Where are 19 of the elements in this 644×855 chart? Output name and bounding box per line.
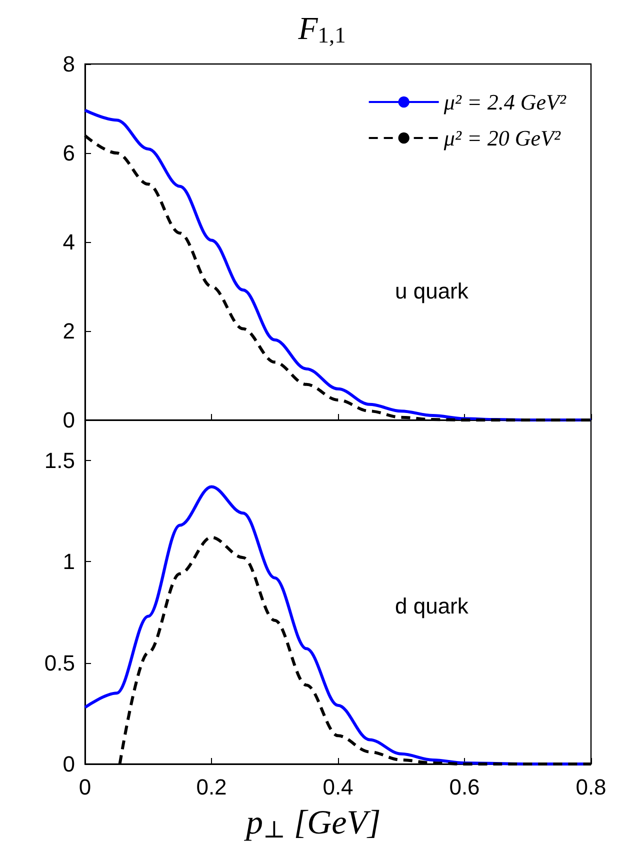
legend-label: μ² = 20 GeV² — [442, 126, 561, 150]
y-tick-label: 0.5 — [44, 650, 75, 676]
x-tick-label: 0 — [78, 774, 92, 800]
x-tick-label: 0.6 — [449, 774, 480, 800]
x-tick-label: 0.4 — [322, 774, 354, 800]
y-tick-label: 4 — [62, 230, 75, 254]
y-tick-label: 1.5 — [44, 448, 75, 473]
y-tick-label: 8 — [62, 52, 75, 76]
annotation: d quark — [395, 594, 470, 618]
y-tick-label: 0 — [62, 752, 75, 776]
x-tick-label: 0.2 — [196, 774, 227, 800]
y-tick-label: 6 — [62, 140, 75, 166]
y-tick-label: 0 — [62, 408, 75, 432]
legend-label: μ² = 2.4 GeV² — [442, 90, 566, 114]
x-tick-label: 0.8 — [576, 774, 606, 800]
y-tick-label: 1 — [62, 549, 75, 574]
y-tick-label: 2 — [62, 318, 75, 344]
annotation: u quark — [395, 278, 470, 304]
x-axis-title: p⊥ [GeV] — [244, 804, 381, 844]
